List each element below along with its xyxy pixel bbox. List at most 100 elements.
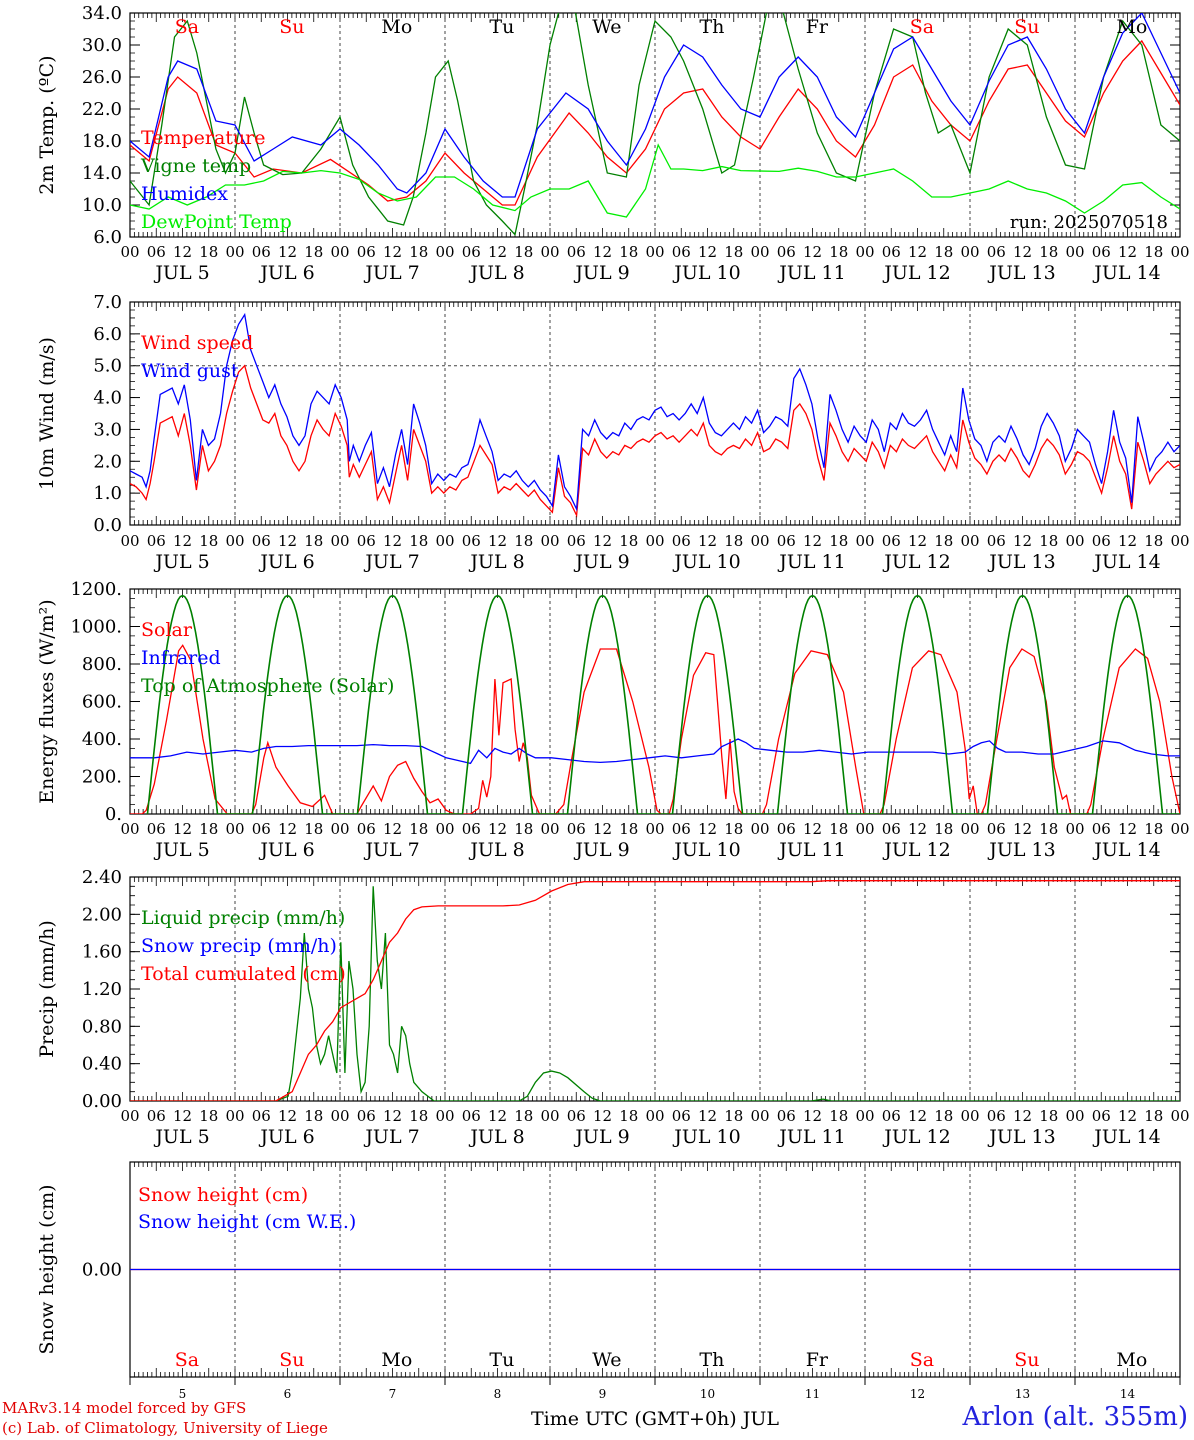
day-label: JUL 7	[363, 262, 419, 284]
hour-tick-label: 06	[1092, 532, 1111, 550]
hour-tick-label: 12	[593, 1107, 612, 1125]
hour-tick-label: 18	[409, 820, 428, 838]
day-number-label: 13	[1015, 1387, 1030, 1401]
y-tick-label: 6.0	[93, 324, 122, 345]
y-tick-label: 14.0	[82, 163, 122, 184]
hour-tick-label: 00	[225, 243, 244, 261]
hour-tick-label: 12	[908, 243, 927, 261]
hour-tick-label: 12	[698, 1107, 717, 1125]
hour-tick-label: 00	[1170, 1107, 1189, 1125]
day-label: JUL 10	[672, 839, 740, 861]
hour-tick-label: 06	[672, 532, 691, 550]
y-tick-label: 1.60	[82, 942, 122, 963]
day-label: JUL 11	[777, 262, 845, 284]
day-label: JUL 7	[363, 551, 419, 573]
legend-entry: Snow height (cm)	[138, 1184, 308, 1206]
weekday-label: Su	[1014, 1349, 1039, 1371]
series-group	[130, 880, 1180, 1101]
y-tick-label: 2.40	[82, 867, 122, 888]
hour-tick-label: 00	[225, 532, 244, 550]
hour-tick-label: 12	[1118, 243, 1137, 261]
y-tick-label: 34.0	[82, 3, 122, 24]
hour-tick-label: 06	[1092, 243, 1111, 261]
hour-tick-label: 12	[803, 243, 822, 261]
hour-tick-label: 12	[488, 820, 507, 838]
hour-tick-label: 06	[672, 820, 691, 838]
hour-tick-label: 00	[645, 1107, 664, 1125]
hour-tick-label: 00	[330, 532, 349, 550]
hour-tick-label: 12	[593, 532, 612, 550]
weekday-label: Sa	[175, 16, 199, 38]
hour-tick-label: 00	[645, 243, 664, 261]
day-label: JUL 9	[573, 839, 629, 861]
hour-tick-label: 12	[1013, 1107, 1032, 1125]
y-minor-ticks	[130, 301, 1180, 526]
y-tick-label: 1.0	[93, 483, 122, 504]
day-number-label: 6	[284, 1387, 292, 1401]
weekday-label: Sa	[175, 1349, 199, 1371]
panel-5: 0.00 Snow height (cm) Snow height (cm) Snow…	[36, 1161, 1181, 1430]
hour-tick-label: 18	[934, 243, 953, 261]
day-number-label: 9	[599, 1387, 607, 1401]
hour-tick-label: 00	[435, 820, 454, 838]
day-label: JUL 12	[882, 1126, 950, 1148]
weekday-label: We	[592, 16, 621, 38]
hour-tick-label: 06	[462, 1107, 481, 1125]
hour-tick-label: 00	[960, 532, 979, 550]
hour-tick-label: 06	[987, 243, 1006, 261]
hour-tick-label: 18	[304, 1107, 323, 1125]
day-number-label: 7	[389, 1387, 397, 1401]
panel-4: 0.00 0.40 0.80 1.20 1.60 2.00 2.40 Precip (mm/h…	[36, 867, 1190, 1148]
legend-entry: Infrared	[141, 647, 221, 669]
hour-tick-label: 06	[567, 532, 586, 550]
hour-tick-label: 18	[514, 820, 533, 838]
hour-tick-label: 06	[567, 820, 586, 838]
hour-tick-label: 00	[330, 820, 349, 838]
day-label: JUL 12	[882, 839, 950, 861]
hour-tick-label: 18	[934, 820, 953, 838]
legend-entry: DewPoint Temp	[141, 211, 292, 233]
hour-tick-label: 18	[1039, 532, 1058, 550]
y-axis-title: Precip (mm/h)	[36, 920, 58, 1058]
weekday-label: Th	[699, 16, 724, 38]
hour-tick-label: 12	[1013, 820, 1032, 838]
day-label: JUL 7	[363, 839, 419, 861]
hour-tick-label: 06	[462, 532, 481, 550]
hour-tick-label: 12	[278, 243, 297, 261]
y-axis-title: 2m Temp. (ºC)	[36, 55, 58, 194]
hour-tick-label: 18	[409, 532, 428, 550]
day-label: JUL 5	[153, 839, 209, 861]
weekday-label: Sa	[910, 16, 934, 38]
hour-tick-label: 00	[750, 1107, 769, 1125]
hour-tick-label: 18	[409, 243, 428, 261]
hour-tick-label: 06	[147, 243, 166, 261]
hour-tick-label: 18	[199, 820, 218, 838]
hour-tick-label: 00	[1170, 532, 1189, 550]
y-axis-title: Energy fluxes (W/m²)	[36, 599, 58, 803]
hour-tick-label: 12	[803, 532, 822, 550]
hour-tick-label: 00	[120, 1107, 139, 1125]
hour-tick-label: 18	[1144, 243, 1163, 261]
hour-tick-label: 00	[435, 1107, 454, 1125]
y-tick-label: 5.0	[93, 356, 122, 377]
series-line	[130, 13, 1180, 198]
hour-tick-label: 18	[1039, 820, 1058, 838]
legend-entry: Temperature	[141, 127, 265, 149]
hour-tick-label: 18	[1144, 820, 1163, 838]
legend-entry: Snow height (cm W.E.)	[138, 1211, 356, 1233]
day-label: JUL 11	[777, 1126, 845, 1148]
hour-tick-label: 00	[435, 243, 454, 261]
hour-tick-label: 06	[357, 1107, 376, 1125]
hour-tick-label: 12	[383, 820, 402, 838]
y-tick-label: 22.0	[82, 99, 122, 120]
day-label: JUL 6	[258, 551, 314, 573]
legend-entry: Wind gust	[141, 360, 239, 382]
hour-tick-label: 18	[829, 1107, 848, 1125]
hour-tick-label: 12	[1013, 532, 1032, 550]
day-label: JUL 8	[468, 1126, 524, 1148]
hour-tick-label: 18	[934, 1107, 953, 1125]
y-tick-label: 400.	[82, 729, 122, 750]
weekday-label: We	[592, 1349, 621, 1371]
weekday-label: Tu	[489, 1349, 514, 1371]
hour-tick-label: 06	[987, 532, 1006, 550]
